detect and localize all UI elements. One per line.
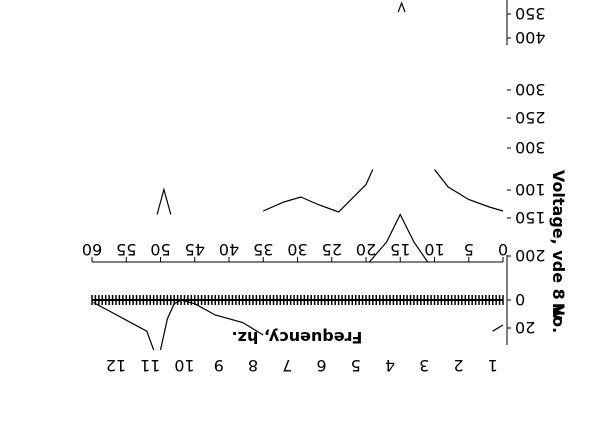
x-tick-label: 45	[185, 240, 205, 259]
x-tick-label: 15	[390, 240, 410, 259]
x-tick-label: 20	[356, 240, 376, 259]
harmonic-label: 1	[488, 356, 498, 375]
harmonic-label: 2	[453, 356, 463, 375]
y-tick-label: 100	[515, 180, 546, 199]
x-tick-label: 55	[116, 240, 136, 259]
harmonic-label: 6	[316, 356, 326, 375]
harmonic-label: 9	[214, 356, 224, 375]
x-tick-label: 30	[287, 240, 307, 259]
series-line-5	[262, 169, 374, 213]
series-line-3	[492, 324, 504, 332]
x-tick-label: 0	[498, 240, 508, 259]
series-line-1	[93, 301, 155, 351]
lower-y-axis-title: No.	[549, 303, 568, 333]
lower-y-tick-label: 20	[515, 318, 535, 337]
y-axis-title: Voltage, vde 8 w	[549, 170, 568, 320]
harmonic-label: 11	[140, 356, 160, 375]
x-tick-label: 40	[219, 240, 239, 259]
series-line-8	[397, 1, 406, 13]
series-line-6	[368, 213, 429, 263]
x-tick-label: 60	[82, 240, 102, 259]
x-tick-label: 50	[150, 240, 170, 259]
y-tick-label: 150	[515, 208, 546, 227]
y-tick-label: 250	[515, 108, 546, 127]
x-tick-label: 35	[253, 240, 273, 259]
lower-y-tick-label: 0	[515, 290, 525, 309]
x-tick-label: 25	[322, 240, 342, 259]
harmonic-label: 10	[174, 356, 194, 375]
series-line-4	[156, 187, 172, 215]
y-tick-label: 300	[515, 138, 546, 157]
harmonic-label: 4	[385, 356, 395, 375]
series-line-7	[434, 169, 504, 212]
harmonic-label: 3	[419, 356, 429, 375]
x-axis-title: Frequency, hz.	[232, 328, 363, 347]
x-tick-label: 5	[464, 240, 474, 259]
harmonic-label: 8	[248, 356, 258, 375]
harmonic-label: 5	[351, 356, 361, 375]
harmonic-label: 7	[282, 356, 292, 375]
x-tick-label: 10	[424, 240, 444, 259]
y-tick-label: 200	[515, 246, 546, 265]
harmonic-label: 12	[106, 356, 126, 375]
y-tick-label: 300	[515, 80, 546, 99]
series-line-2	[159, 299, 264, 351]
top-y-tick-label: 350	[515, 4, 546, 23]
top-y-tick-label: 400	[515, 28, 546, 47]
